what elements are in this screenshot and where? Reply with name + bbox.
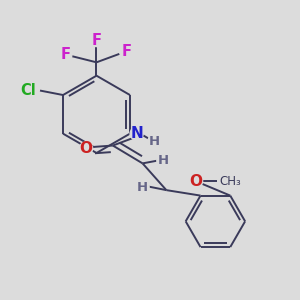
Text: CH₃: CH₃ [220,175,242,188]
Circle shape [90,34,103,46]
Circle shape [157,154,170,167]
Text: H: H [158,154,169,167]
Circle shape [120,45,133,58]
Text: F: F [92,32,101,47]
Text: Cl: Cl [20,83,36,98]
Circle shape [80,142,93,155]
Circle shape [22,84,35,97]
Text: H: H [137,181,148,194]
Text: N: N [130,126,143,141]
Circle shape [130,127,143,140]
Circle shape [59,48,72,62]
Text: F: F [60,47,70,62]
Text: O: O [80,141,93,156]
Text: H: H [149,135,160,148]
Text: F: F [121,44,131,59]
Circle shape [148,134,161,148]
Circle shape [190,175,202,188]
Circle shape [136,181,149,194]
Text: O: O [190,174,202,189]
